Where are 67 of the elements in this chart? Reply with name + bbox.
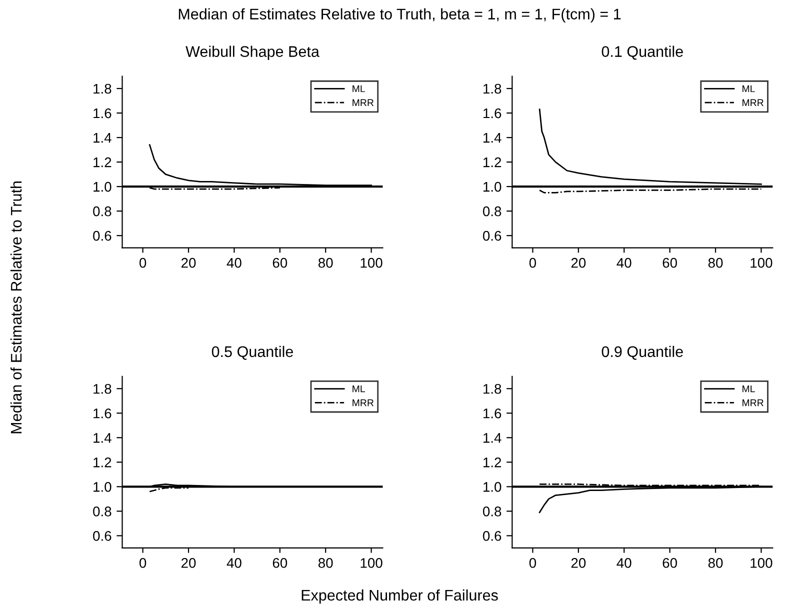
x-tick-label: 0 bbox=[529, 558, 536, 568]
y-tick-label: 1.6 bbox=[94, 108, 112, 118]
y-tick-label: 1.8 bbox=[483, 84, 502, 94]
legend-label: MRR bbox=[352, 99, 374, 106]
y-tick-label: 0.6 bbox=[93, 531, 112, 541]
legend-label: MRR bbox=[742, 399, 764, 406]
legend-label: ML bbox=[352, 385, 366, 392]
chart-title: 0.1 Quantile bbox=[602, 46, 683, 60]
y-tick-label: 0.8 bbox=[93, 506, 112, 516]
x-tick-label: 20 bbox=[181, 258, 196, 268]
y-tick-label: 1.2 bbox=[483, 157, 502, 168]
y-tick-label: 1.4 bbox=[94, 133, 112, 143]
x-tick-label: 20 bbox=[571, 558, 586, 568]
x-tick-label: 60 bbox=[662, 558, 677, 568]
x-axis-title: Expected Number of Failures bbox=[302, 589, 498, 604]
x-tick-label: 60 bbox=[662, 258, 677, 268]
y-tick-label: 1.0 bbox=[483, 182, 502, 192]
legend-label: ML bbox=[742, 85, 755, 92]
x-tick-label: 60 bbox=[272, 558, 288, 568]
y-tick-label: 1.8 bbox=[94, 384, 112, 394]
x-tick-label: 0 bbox=[139, 258, 146, 268]
y-tick-label: 1.8 bbox=[483, 384, 502, 394]
x-tick-label: 40 bbox=[616, 258, 632, 268]
chart-title: 0.5 Quantile bbox=[212, 346, 293, 360]
x-tick-label: 20 bbox=[181, 558, 196, 568]
y-tick-label: 0.8 bbox=[93, 206, 112, 216]
x-tick-label: 80 bbox=[318, 558, 333, 568]
x-tick-label: 40 bbox=[226, 558, 242, 568]
legend-label: ML bbox=[352, 85, 366, 92]
legend-label: MRR bbox=[352, 399, 374, 406]
x-tick-label: 0 bbox=[529, 258, 536, 268]
x-tick-label: 0 bbox=[139, 558, 146, 568]
y-tick-label: 0.8 bbox=[482, 206, 502, 216]
y-tick-label: 1.4 bbox=[483, 433, 502, 443]
y-tick-label: 1.6 bbox=[483, 408, 502, 418]
y-tick-label: 1.6 bbox=[483, 108, 502, 118]
x-tick-label: 100 bbox=[360, 558, 382, 568]
x-tick-label: 40 bbox=[616, 558, 632, 568]
y-tick-label: 0.8 bbox=[482, 506, 502, 516]
x-tick-label: 100 bbox=[750, 258, 772, 268]
y-tick-label: 1.2 bbox=[483, 458, 502, 468]
x-tick-label: 100 bbox=[360, 258, 382, 268]
y-tick-label: 1.8 bbox=[94, 84, 112, 94]
x-tick-label: 60 bbox=[272, 258, 288, 268]
x-tick-label: 80 bbox=[318, 258, 333, 268]
y-tick-label: 0.6 bbox=[93, 230, 112, 241]
y-tick-label: 1.2 bbox=[94, 157, 112, 168]
x-tick-label: 100 bbox=[750, 558, 772, 568]
y-tick-label: 1.6 bbox=[94, 408, 112, 418]
y-tick-label: 1.0 bbox=[483, 482, 502, 492]
chart-title: 0.9 Quantile bbox=[602, 346, 683, 360]
y-tick-label: 0.6 bbox=[482, 531, 502, 541]
legend-label: MRR bbox=[742, 99, 764, 106]
y-tick-label: 0.6 bbox=[482, 230, 502, 241]
y-axis-title: Median of Estimates Relative to Truth bbox=[10, 182, 22, 434]
x-tick-label: 80 bbox=[708, 258, 723, 268]
legend-label: ML bbox=[742, 385, 755, 392]
x-tick-label: 40 bbox=[226, 258, 242, 268]
y-tick-label: 1.4 bbox=[483, 133, 502, 143]
y-tick-label: 1.0 bbox=[94, 182, 112, 192]
text: Median of Estimates Relative to Truth, beta = 1, m = 1, F(tcm) = 1 bbox=[178, 8, 621, 22]
y-tick-label: 1.0 bbox=[94, 482, 112, 492]
chart-title: Weibull Shape Beta bbox=[186, 46, 320, 60]
y-tick-label: 1.4 bbox=[94, 433, 112, 443]
x-tick-label: 20 bbox=[571, 258, 586, 268]
y-tick-label: 1.2 bbox=[94, 458, 112, 468]
x-tick-label: 80 bbox=[708, 558, 723, 568]
